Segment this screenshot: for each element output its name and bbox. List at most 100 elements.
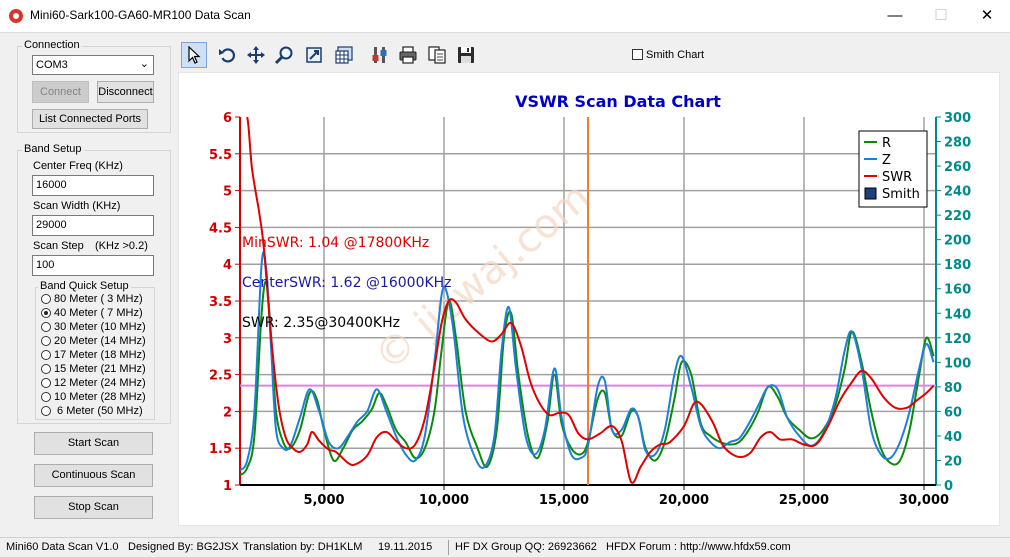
right-tick-label: 160 — [944, 283, 971, 298]
minimize-button[interactable]: — — [887, 7, 903, 24]
status-separator — [448, 540, 449, 555]
band-radio[interactable]: 30 Meter (10 MHz) — [41, 321, 146, 335]
list-ports-button[interactable]: List Connected Ports — [32, 109, 148, 129]
smith-chart-label: Smith Chart — [646, 49, 705, 61]
close-button[interactable]: ✕ — [980, 7, 994, 24]
annotation-center-swr: CenterSWR: 1.62 @16000KHz — [242, 275, 452, 291]
status-translator: Translation by: DH1KLM — [243, 541, 363, 553]
right-tick-label: 240 — [944, 185, 971, 200]
radio-circle — [41, 392, 51, 402]
left-tick-label: 2 — [223, 405, 232, 420]
scan-step-label: Scan Step — [33, 240, 84, 252]
band-radio-label: 20 Meter (14 MHz) — [54, 335, 146, 347]
right-tick-label: 200 — [944, 234, 971, 249]
scan-width-input[interactable]: 29000 — [32, 215, 154, 236]
right-tick-label: 280 — [944, 136, 971, 151]
stop-scan-button[interactable]: Stop Scan — [34, 496, 153, 519]
status-designer: Designed By: BG2JSX — [128, 541, 239, 553]
status-version: Mini60 Data Scan V1.0 — [6, 541, 119, 553]
checkbox-box — [632, 49, 643, 60]
band-radio[interactable]: 80 Meter ( 3 MHz) — [41, 293, 143, 307]
settings-icon[interactable] — [367, 42, 393, 68]
band-radio[interactable]: 20 Meter (14 MHz) — [41, 335, 146, 349]
chevron-down-icon: ⌄ — [139, 58, 149, 70]
x-tick-label: 20,000 — [659, 493, 709, 508]
right-tick-label: 120 — [944, 332, 971, 347]
right-tick-label: 100 — [944, 356, 971, 371]
left-tick-label: 5 — [223, 185, 232, 200]
band-radio[interactable]: 12 Meter (24 MHz) — [41, 377, 146, 391]
band-radio[interactable]: 6 Meter (50 MHz) — [41, 405, 143, 419]
window-title: Mini60-Sark100-GA60-MR100 Data Scan — [30, 8, 251, 22]
left-tick-label: 5.5 — [209, 148, 232, 163]
annotation-swr: SWR: 2.35@30400KHz — [242, 315, 400, 331]
right-tick-label: 180 — [944, 258, 971, 273]
band-radio-label: 15 Meter (21 MHz) — [54, 363, 146, 375]
save-icon[interactable] — [453, 42, 479, 68]
band-radio[interactable]: 40 Meter ( 7 MHz) — [41, 307, 143, 321]
left-tick-label: 1.5 — [209, 442, 232, 457]
band-setup-group — [17, 150, 171, 424]
x-tick-label: 30,000 — [899, 493, 949, 508]
legend-label-r: R — [882, 136, 891, 151]
chart-panel: VSWR Scan Data Chart © jiewaj.com 1 1.5 2 2.5… — [178, 72, 1000, 526]
x-tick-label: 15,000 — [539, 493, 589, 508]
legend-swatch-smith — [864, 187, 877, 200]
radio-circle — [41, 378, 51, 388]
scan-width-label: Scan Width (KHz) — [33, 200, 121, 212]
pan-icon[interactable] — [243, 42, 269, 68]
left-tick-label: 1 — [223, 479, 232, 494]
band-radio-label: 40 Meter ( 7 MHz) — [54, 307, 143, 319]
zoom-icon[interactable] — [271, 42, 297, 68]
band-quick-label: Band Quick Setup — [38, 280, 131, 292]
radio-circle — [41, 336, 51, 346]
left-tick-label: 6 — [223, 111, 232, 126]
data-table-icon[interactable] — [331, 42, 357, 68]
scan-step-input[interactable]: 100 — [32, 255, 154, 276]
undo-icon[interactable] — [215, 42, 241, 68]
band-radio-label: 12 Meter (24 MHz) — [54, 377, 146, 389]
annotation-min-swr: MinSWR: 1.04 @17800KHz — [242, 235, 429, 251]
band-radio-label: 80 Meter ( 3 MHz) — [54, 293, 143, 305]
band-setup-group-label: Band Setup — [22, 143, 84, 155]
copy-icon[interactable] — [424, 42, 450, 68]
port-select[interactable]: COM3 ⌄ — [32, 55, 154, 75]
right-tick-label: 60 — [944, 405, 962, 420]
disconnect-button[interactable]: Disconnect — [97, 81, 154, 103]
series-line-swr — [240, 117, 935, 484]
smith-chart-checkbox[interactable]: Smith Chart — [632, 49, 704, 61]
export-icon[interactable] — [301, 42, 327, 68]
band-radio-label: 10 Meter (28 MHz) — [54, 391, 146, 403]
scan-step-hint: (KHz >0.2) — [95, 240, 148, 252]
right-tick-label: 220 — [944, 209, 971, 224]
legend-label-swr: SWR — [882, 170, 912, 185]
start-scan-button[interactable]: Start Scan — [34, 432, 153, 455]
band-radio[interactable]: 17 Meter (18 MHz) — [41, 349, 146, 363]
right-tick-label: 260 — [944, 160, 971, 175]
radio-circle — [41, 406, 51, 416]
right-tick-label: 20 — [944, 454, 962, 469]
left-tick-label: 4 — [223, 258, 232, 273]
right-tick-label: 80 — [944, 381, 962, 396]
band-radio[interactable]: 10 Meter (28 MHz) — [41, 391, 146, 405]
radio-circle — [41, 308, 51, 318]
maximize-button[interactable]: ☐ — [934, 7, 948, 24]
connect-button[interactable]: Connect — [32, 81, 89, 103]
left-tick-label: 3 — [223, 332, 232, 347]
connection-group-label: Connection — [22, 39, 82, 51]
vswr-chart[interactable]: VSWR Scan Data Chart© jiewaj.com11.522.5… — [179, 73, 1001, 527]
status-qq: HF DX Group QQ: 26923662 — [455, 541, 597, 553]
left-tick-label: 3.5 — [209, 295, 232, 310]
status-bar: Mini60 Data Scan V1.0 Designed By: BG2JS… — [0, 537, 1010, 557]
x-tick-label: 5,000 — [303, 493, 344, 508]
continuous-scan-button[interactable]: Continuous Scan — [34, 464, 153, 487]
port-select-value: COM3 — [36, 59, 68, 71]
center-freq-input[interactable]: 16000 — [32, 175, 154, 196]
pointer-icon[interactable] — [181, 42, 207, 68]
band-radio[interactable]: 15 Meter (21 MHz) — [41, 363, 146, 377]
band-radio-label: 6 Meter (50 MHz) — [54, 405, 143, 417]
print-icon[interactable] — [395, 42, 421, 68]
status-forum: HFDX Forum : http://www.hfdx59.com — [606, 541, 791, 553]
status-date: 19.11.2015 — [378, 541, 433, 553]
right-tick-label: 300 — [944, 111, 971, 126]
